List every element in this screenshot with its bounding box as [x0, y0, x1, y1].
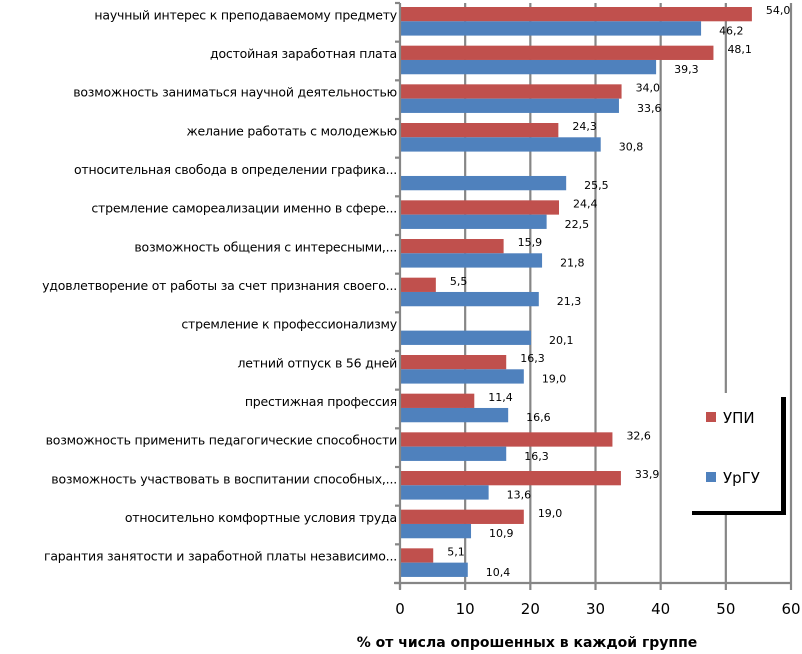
- bar-upi: [400, 548, 434, 563]
- value-label-upi: 19,0: [538, 507, 563, 520]
- bar-urgu: [400, 562, 468, 577]
- value-label-upi: 34,0: [636, 81, 661, 94]
- bar-urgu: [400, 98, 619, 113]
- value-label-urgu: 25,5: [584, 179, 609, 192]
- category-label: относительно комфортные условия труда: [125, 510, 397, 525]
- bars: [400, 7, 752, 577]
- bar-urgu: [400, 291, 539, 307]
- category-label: стремление самореализации именно в сфере…: [91, 201, 397, 216]
- bar-upi: [400, 471, 621, 486]
- x-tick-label: 0: [395, 600, 405, 618]
- bar-upi: [400, 432, 613, 447]
- category-label: летний отпуск в 56 дней: [238, 355, 398, 370]
- value-label-upi: 54,0: [766, 4, 791, 17]
- bar-urgu: [400, 253, 543, 268]
- value-label-upi: 33,9: [635, 468, 660, 481]
- value-label-urgu: 22,5: [565, 218, 590, 231]
- value-label-urgu: 33,6: [637, 102, 662, 115]
- bar-upi: [400, 45, 714, 60]
- bar-upi: [400, 239, 504, 254]
- category-label: удовлетворение от работы за счет признан…: [42, 278, 397, 293]
- bar-urgu: [400, 59, 657, 75]
- category-label: стремление к профессионализму: [181, 317, 397, 332]
- category-label: желание работать с молодежью: [186, 123, 397, 138]
- x-axis-title: % от числа опрошенных в каждой группе: [357, 635, 698, 651]
- value-label-upi: 5,1: [447, 545, 465, 558]
- value-label-urgu: 21,8: [560, 256, 585, 269]
- category-labels: научный интерес к преподаваемому предмет…: [42, 7, 398, 563]
- bar-upi: [400, 84, 622, 99]
- bar-urgu: [400, 21, 702, 36]
- value-label-urgu: 21,3: [557, 295, 582, 308]
- bar-urgu: [400, 369, 524, 384]
- legend-swatch-urgu: [706, 472, 716, 482]
- bar-upi: [400, 277, 436, 292]
- bar-urgu: [400, 446, 507, 461]
- x-tick-label: 10: [456, 600, 475, 618]
- bar-urgu: [400, 137, 601, 152]
- value-label-urgu: 46,2: [719, 24, 744, 37]
- value-label-urgu: 20,1: [549, 334, 574, 347]
- value-label-urgu: 39,3: [674, 63, 699, 76]
- bar-upi: [400, 509, 524, 524]
- value-label-urgu: 30,8: [619, 140, 644, 153]
- value-label-upi: 32,6: [626, 429, 651, 442]
- value-label-upi: 5,5: [450, 275, 468, 288]
- value-label-upi: 15,9: [518, 236, 543, 249]
- legend-box: [688, 393, 781, 511]
- bar-urgu: [400, 330, 531, 345]
- value-label-urgu: 19,0: [542, 372, 567, 385]
- x-tick-label: 30: [586, 600, 605, 618]
- legend-label-urgu: УрГУ: [723, 469, 760, 487]
- bar-urgu: [400, 175, 567, 191]
- bar-urgu: [400, 485, 489, 500]
- category-label: научный интерес к преподаваемому предмет…: [94, 7, 397, 22]
- category-label: возможность заниматься научной деятельно…: [73, 85, 397, 100]
- x-tick-label: 50: [716, 600, 735, 618]
- bar-upi: [400, 200, 560, 215]
- value-label-urgu: 16,3: [524, 450, 549, 463]
- category-label: престижная профессия: [245, 394, 397, 409]
- category-label: достойная заработная плата: [210, 46, 397, 61]
- x-tick-label: 20: [521, 600, 540, 618]
- bar-upi: [400, 7, 752, 22]
- value-label-urgu: 10,9: [489, 527, 514, 540]
- legend-label-upi: УПИ: [723, 409, 755, 427]
- bar-upi: [400, 393, 475, 408]
- value-labels: 54,0 46,2 48,1 39,3 34,0 33,6 24,3 30,8 25,5 24,4…: [447, 4, 790, 579]
- category-label: возможность участвовать в воспитании спо…: [51, 471, 397, 486]
- value-label-urgu: 10,4: [486, 566, 511, 579]
- legend-swatch-upi: [706, 412, 716, 422]
- value-label-urgu: 13,6: [507, 488, 532, 501]
- value-label-upi: 48,1: [727, 43, 752, 56]
- value-label-upi: 24,3: [572, 120, 597, 133]
- category-label: гарантия занятости и заработной платы не…: [44, 549, 397, 564]
- category-label: возможность общения с интересными,...: [134, 239, 397, 254]
- bar-upi: [400, 123, 559, 138]
- value-label-upi: 16,3: [520, 352, 545, 365]
- category-label: относительная свобода в определении граф…: [74, 162, 397, 177]
- x-tick-label: 60: [781, 600, 800, 618]
- legend: УПИ УрГУ: [688, 393, 786, 515]
- value-label-urgu: 16,6: [526, 411, 551, 424]
- category-label: возможность применить педагогические спо…: [46, 433, 397, 448]
- x-tick-label: 40: [651, 600, 670, 618]
- bar-urgu: [400, 407, 509, 423]
- value-label-upi: 24,4: [573, 197, 598, 210]
- x-axis: 0 10 20 30 40 50 60: [394, 1, 801, 618]
- bar-urgu: [400, 523, 472, 539]
- bar-upi: [400, 355, 507, 370]
- value-label-upi: 11,4: [488, 391, 513, 404]
- bar-urgu: [400, 214, 547, 229]
